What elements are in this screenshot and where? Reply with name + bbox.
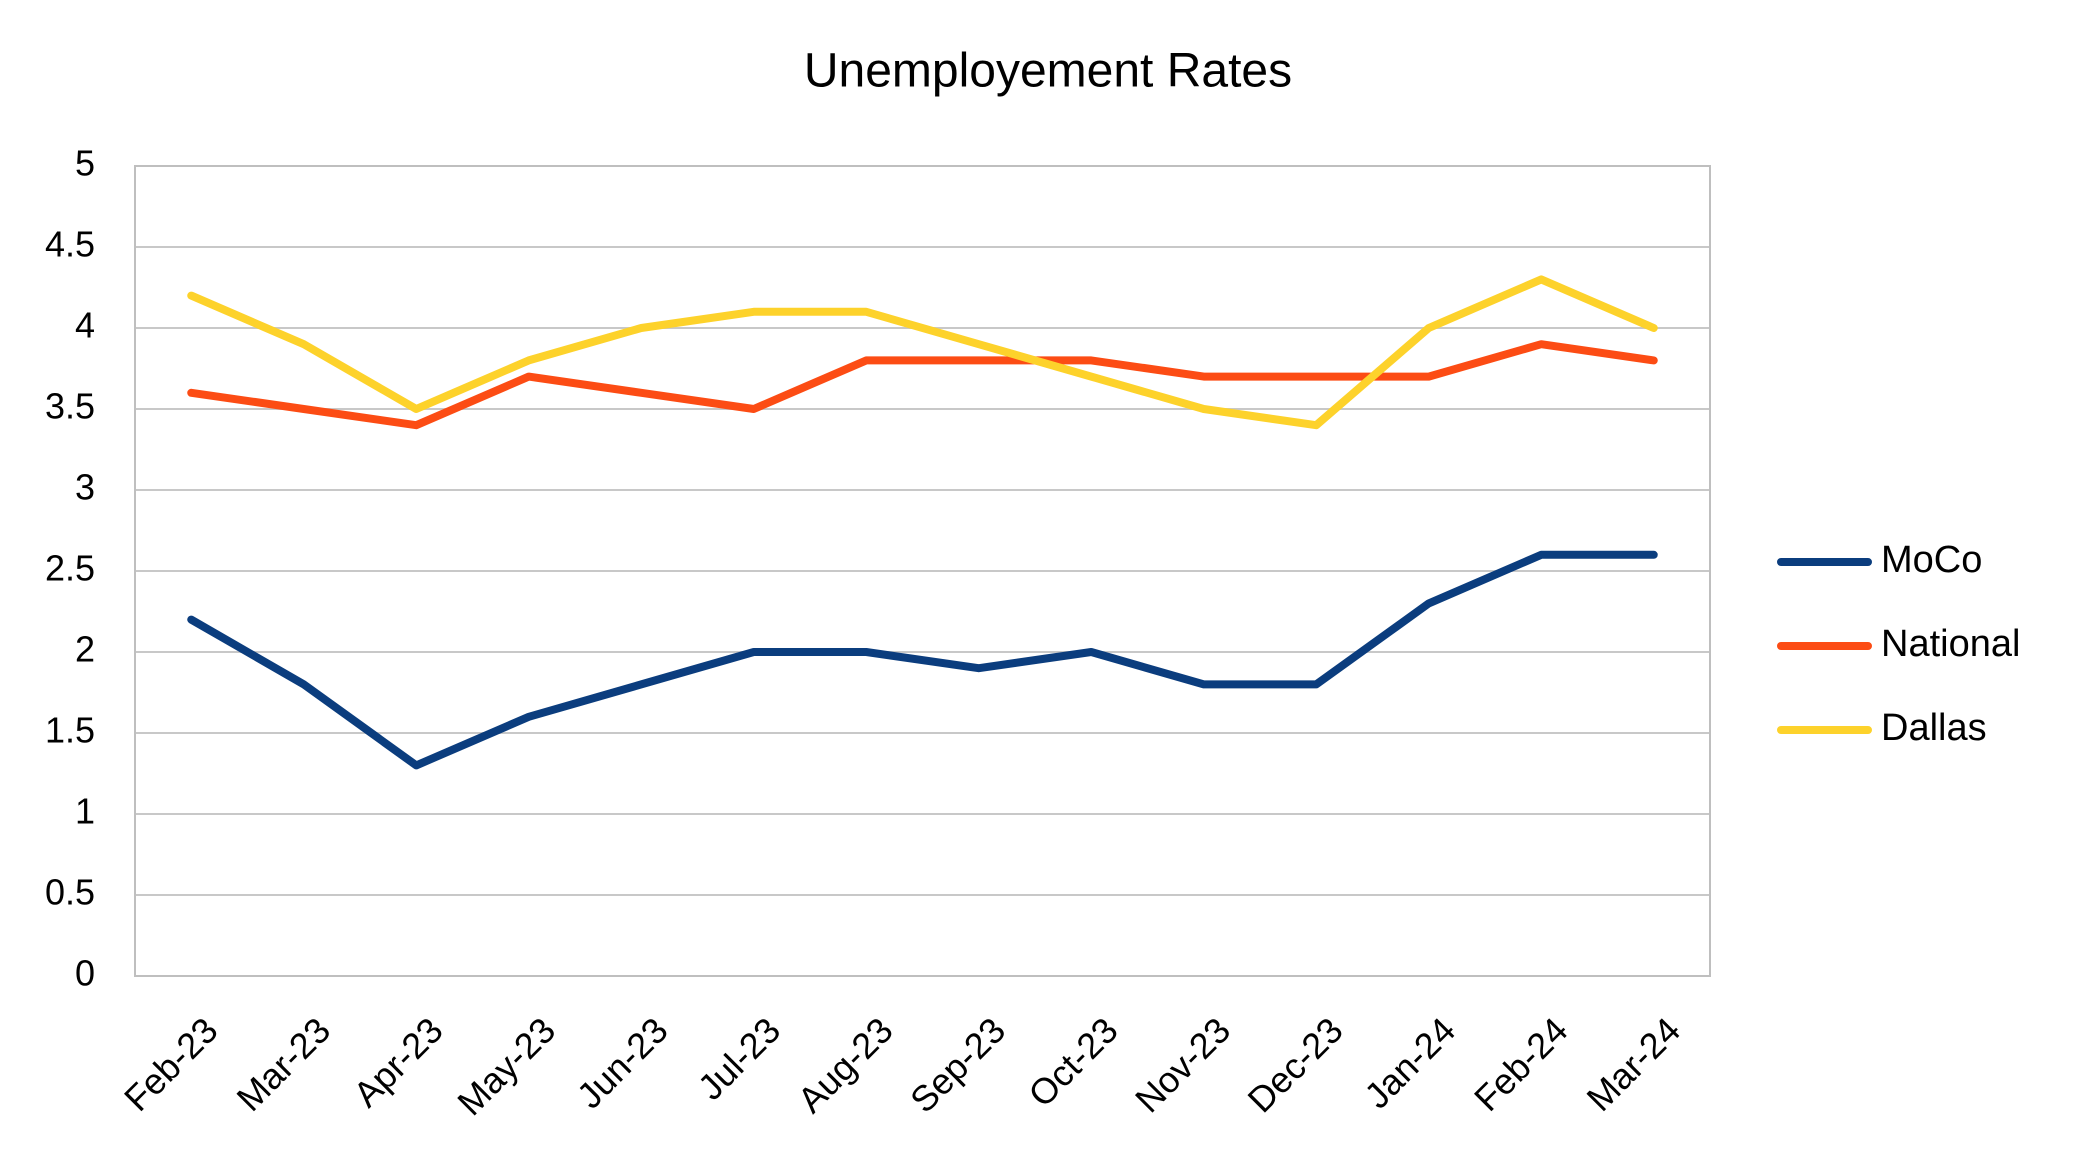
x-tick-label: Dec-23 xyxy=(1240,1009,1351,1120)
legend-label: Dallas xyxy=(1881,707,1987,749)
series-line xyxy=(187,550,1658,770)
x-tick-label: Jun-23 xyxy=(569,1009,676,1116)
legend-label: National xyxy=(1881,623,2020,665)
x-tick-label: Jan-24 xyxy=(1356,1009,1463,1116)
x-tick-label: Aug-23 xyxy=(790,1009,901,1120)
x-tick-label: Jul-23 xyxy=(690,1009,788,1107)
y-tick-label: 1.5 xyxy=(45,710,95,751)
chart-title: Unemployement Rates xyxy=(804,45,1292,98)
y-tick-label: 0.5 xyxy=(45,872,95,913)
x-tick-label: Feb-24 xyxy=(1466,1009,1576,1119)
x-tick-label: Mar-23 xyxy=(229,1009,339,1119)
y-tick-label: 0 xyxy=(75,953,95,994)
y-tick-label: 4 xyxy=(75,305,95,346)
y-tick-label: 2 xyxy=(75,629,95,670)
x-tick-label: Nov-23 xyxy=(1127,1009,1238,1120)
x-tick-label: May-23 xyxy=(449,1009,563,1123)
x-tick-label: Oct-23 xyxy=(1020,1009,1125,1114)
x-tick-label: Apr-23 xyxy=(345,1009,450,1114)
series-line xyxy=(187,340,1658,430)
y-tick-label: 3.5 xyxy=(45,386,95,427)
y-tick-label: 3 xyxy=(75,467,95,508)
x-tick-label: Mar-24 xyxy=(1579,1009,1689,1119)
plot-border xyxy=(134,165,1711,977)
y-tick-label: 1 xyxy=(75,791,95,832)
legend-label: MoCo xyxy=(1881,539,1982,581)
x-tick-label: Sep-23 xyxy=(902,1009,1013,1120)
y-tick-label: 5 xyxy=(75,143,95,184)
x-tick-label: Feb-23 xyxy=(116,1009,226,1119)
y-tick-label: 4.5 xyxy=(45,224,95,265)
y-tick-label: 2.5 xyxy=(45,548,95,589)
series-line xyxy=(187,275,1658,430)
